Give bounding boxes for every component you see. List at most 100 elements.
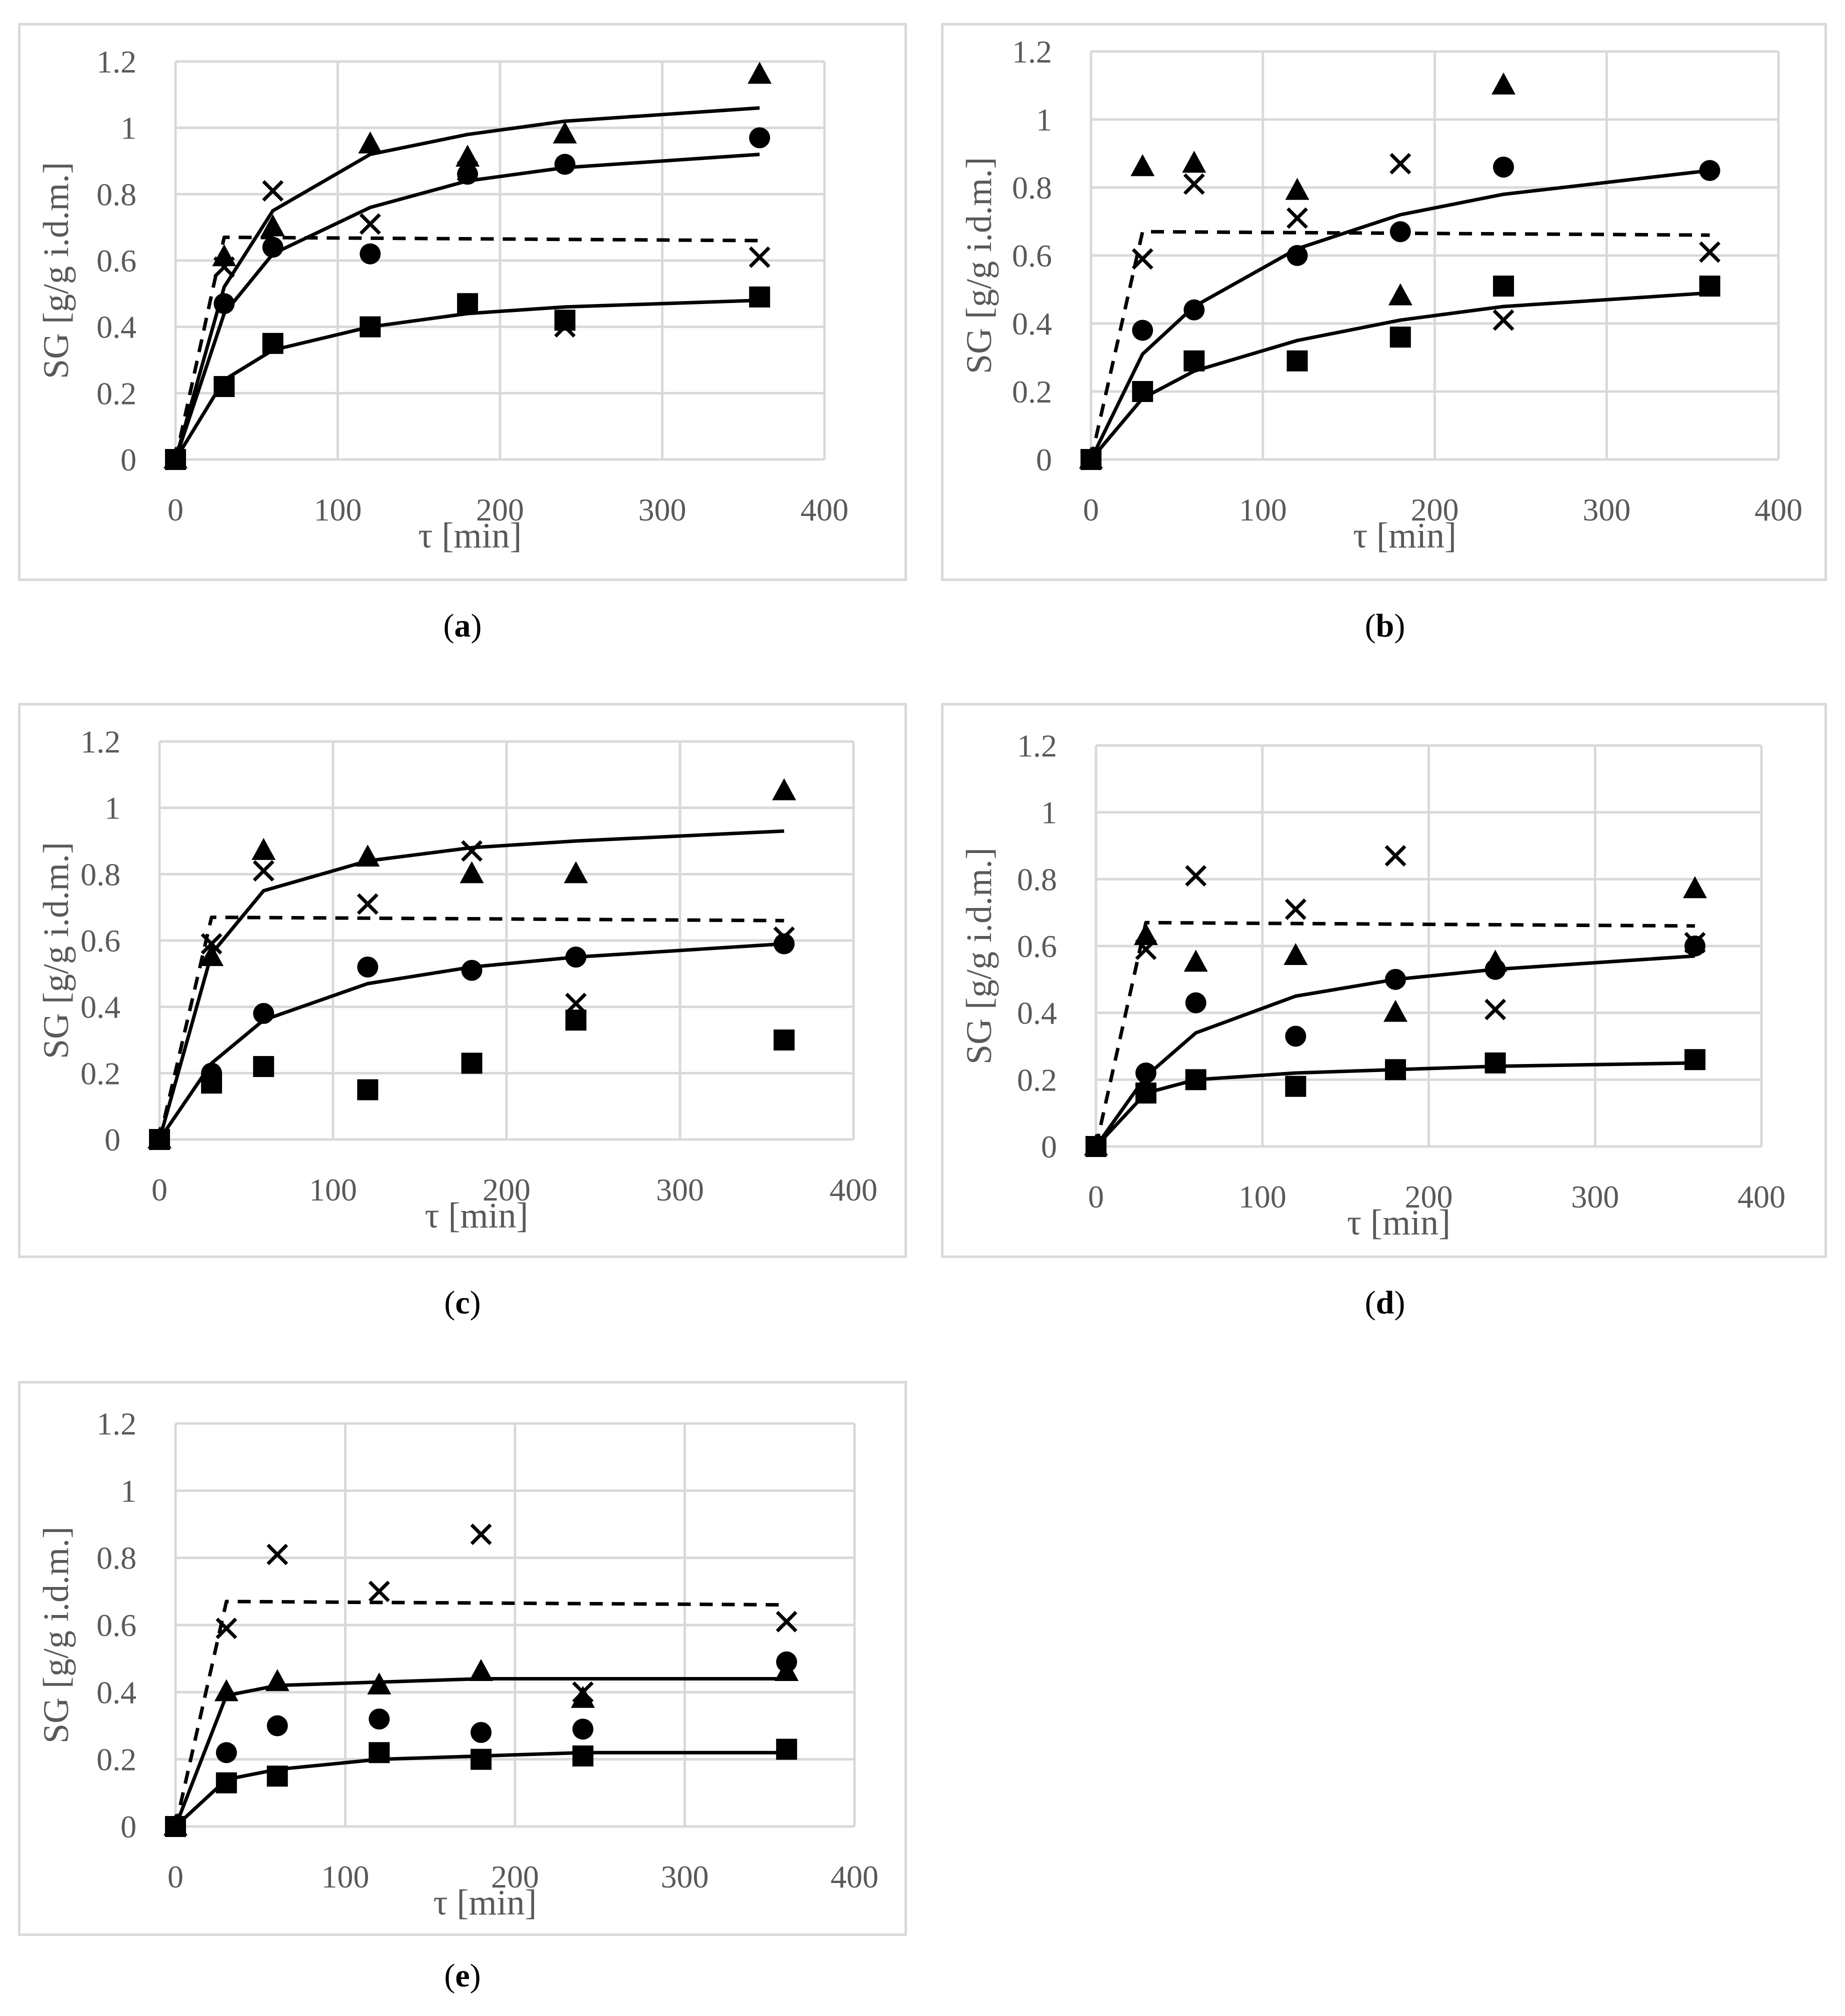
triangle-marker [1130,154,1155,176]
y-tick-label: 0.2 [80,1056,120,1091]
triangle-marker [570,1686,595,1708]
cross-marker-stroke [200,933,222,955]
x-tick-label: 300 [661,1859,709,1894]
cross-marker-stroke [572,1681,594,1703]
cross-marker-stroke [266,1544,288,1566]
triangle-marker [358,131,382,154]
cross-marker [773,926,795,948]
y-tick-label: 0 [104,1122,120,1158]
square-marker [165,1816,186,1837]
circle-marker [216,1742,237,1764]
square-marker [262,332,284,354]
y-tick-label: 0.8 [1017,862,1057,897]
circle-marker [253,1002,274,1024]
circle-marker [470,1722,492,1743]
cross-marker-stroke [356,893,378,915]
square-marker [1285,1076,1306,1097]
x-tick-label: 100 [314,492,362,528]
triangle-marker [1134,922,1158,945]
square-marker [1484,1052,1506,1074]
chart-c-svg: 0 0.2 0.4 0.6 0.8 1 1.2 0 100 200 300 400 τ [min] SG … [36,724,878,1236]
cross-marker [1699,241,1720,263]
square-marker [776,1738,798,1760]
chart-d-svg: 0 0.2 0.4 0.6 0.8 1 1.2 0 100 200 300 400 τ [min] SG … [959,728,1786,1242]
triangle-marker [212,244,236,266]
x-tick-label: 400 [830,1172,878,1208]
x-tick-label: 100 [1238,1179,1286,1214]
circle-marker [1493,156,1514,178]
triangle-marker [265,1669,290,1692]
cross-marker [456,160,478,182]
x-tick-label: 400 [830,1859,878,1894]
x-tick-label: 300 [1571,1179,1619,1214]
cross-marker-stroke [216,1618,238,1640]
circle-marker [776,1651,798,1672]
y-axis-title: SG [g/g i.d.m.] [959,848,999,1064]
y-tick-label: 0.4 [1012,306,1052,342]
cross-marker-stroke [1132,248,1154,270]
circle-marker [214,293,235,314]
cross-marker-stroke [776,1610,798,1632]
y-tick-label: 0 [120,1809,136,1844]
y-tick-label: 0.4 [80,990,120,1025]
y-tick-label: 0.2 [1012,374,1052,410]
square-marker [1080,449,1102,470]
circle-marker [457,164,478,185]
y-tick-label: 0.4 [1017,996,1057,1031]
triangle-marker [772,778,796,800]
cross-marker [1135,938,1157,960]
model-line-solid [174,106,760,460]
square-marker [216,1772,237,1794]
square-marker [1184,350,1205,372]
cross-marker [1384,845,1406,867]
cross-marker [1183,173,1205,195]
circle-marker [1285,1026,1306,1047]
square-marker [214,376,235,398]
circle-marker [1184,299,1205,320]
cross-marker [461,840,483,862]
x-tick-label: 0 [168,1859,184,1894]
x-tick-label: 400 [1754,492,1802,528]
x-tick-label: 300 [1582,492,1630,528]
square-marker [1135,1082,1156,1104]
model-line-dashed [158,916,784,1140]
cross-marker [200,933,222,955]
y-tick-label: 1 [120,110,136,146]
square-marker [572,1745,594,1766]
triangle-marker [1285,178,1310,200]
y-tick-label: 0.2 [96,1742,136,1778]
y-tick-label: 1.2 [80,724,120,760]
cross-marker-stroke [1699,241,1720,263]
y-tick-label: 0.8 [80,856,120,892]
cross-marker-stroke [1484,998,1506,1020]
cross-marker-stroke [1384,845,1406,867]
x-tick-label: 200 [491,1859,539,1894]
square-marker [1185,1069,1206,1090]
cross-marker-stroke [359,213,381,235]
triangle-marker [367,1672,392,1694]
cross-marker [470,1524,492,1546]
x-tick-label: 200 [1411,492,1459,528]
cross-marker [1132,248,1154,270]
cross-marker-stroke [456,160,478,182]
cross-marker-stroke [461,840,483,862]
y-tick-label: 0.8 [96,1540,136,1576]
caption-c: (c) [444,1284,481,1321]
model-line-dashed [174,236,760,460]
circle-marker [266,1715,288,1736]
y-tick-label: 1 [120,1473,136,1508]
cross-marker-stroke [252,860,274,882]
square-marker [1390,326,1411,348]
triangle-marker [460,861,484,884]
square-marker [1684,1049,1706,1070]
cross-marker-stroke [470,1524,492,1546]
y-tick-label: 0.4 [96,310,136,345]
cross-marker [776,1610,798,1632]
y-tick-label: 1.2 [1012,34,1052,70]
cross-marker [1484,998,1506,1020]
y-tick-label: 0.6 [80,923,120,958]
circle-marker [565,946,586,968]
chart-panel-e: 0 0.2 0.4 0.6 0.8 1 1.2 0 100 200 300 400 τ [min] SG … [18,1381,907,1936]
x-tick-label: 300 [656,1172,704,1208]
cross-marker [1390,152,1412,174]
